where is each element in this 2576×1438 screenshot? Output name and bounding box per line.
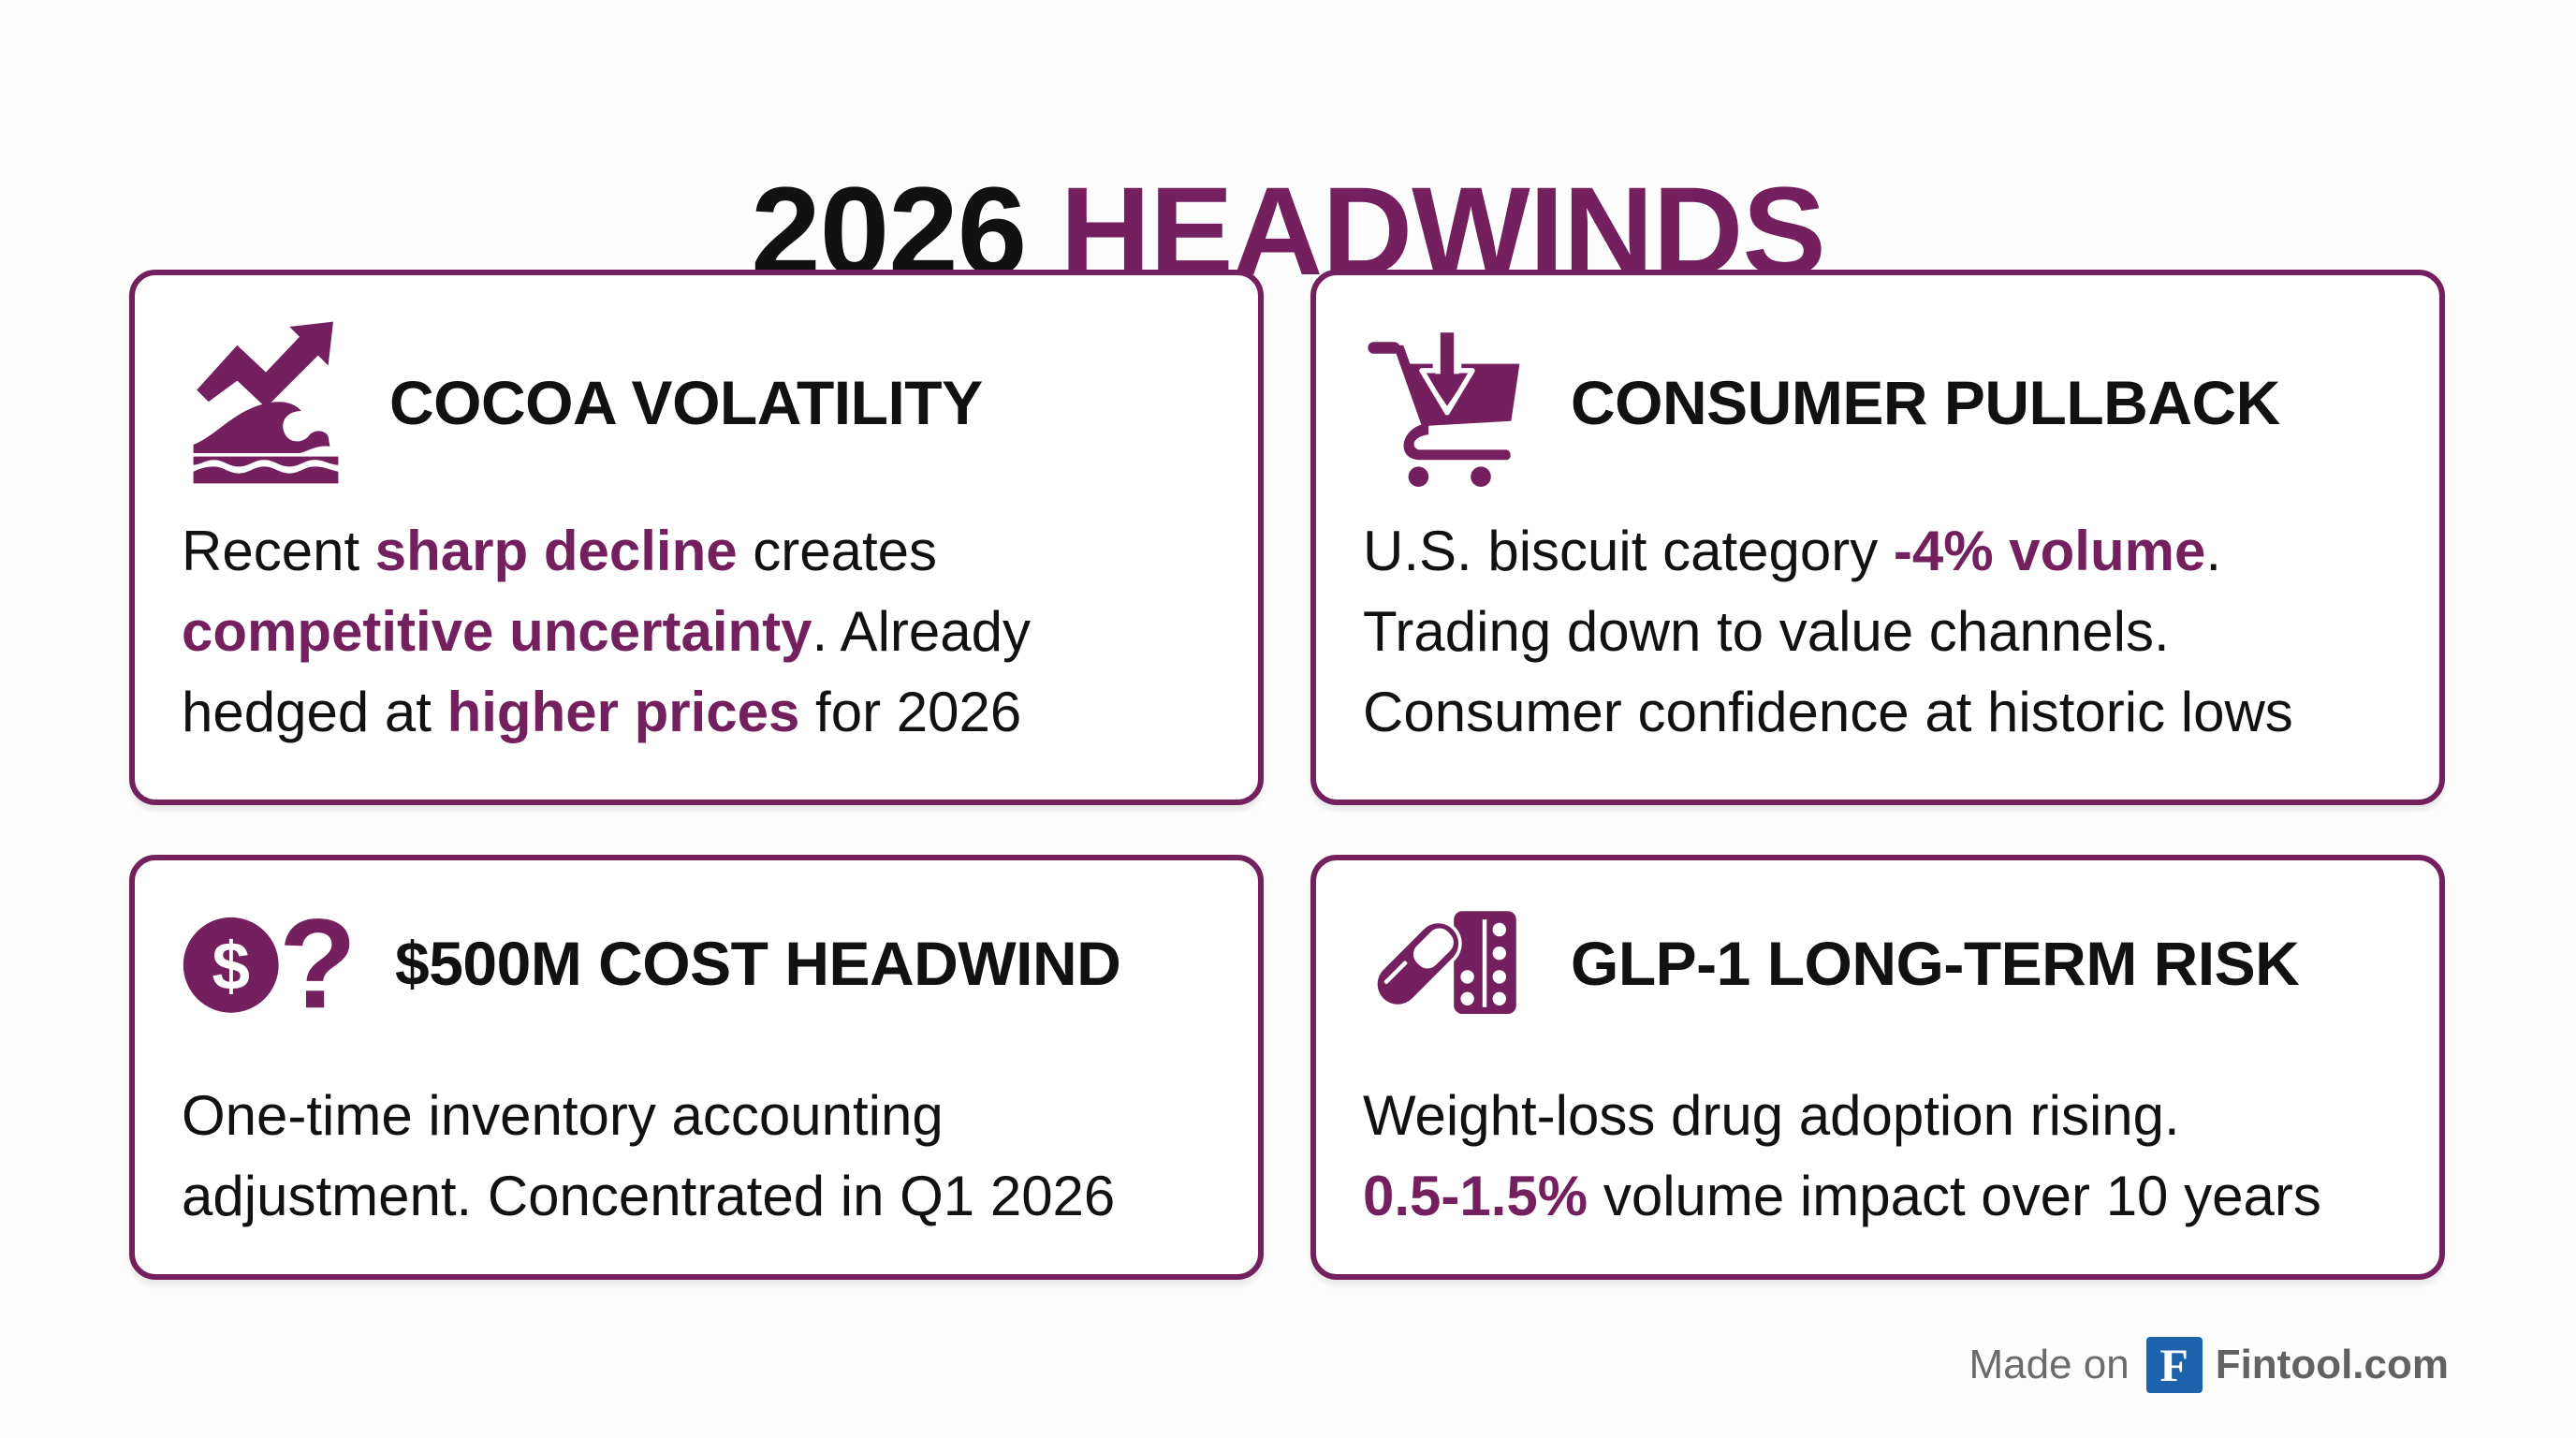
card-glp1-risk: GLP-1 LONG-TERM RISK Weight-loss drug ad… (1310, 855, 2445, 1280)
wave-trend-up-icon (182, 318, 350, 487)
card-body: One-time inventory accounting adjustment… (182, 1076, 1230, 1237)
made-on-label: Made on (1969, 1342, 2130, 1387)
card-title: $500M COST HEADWIND (395, 929, 1121, 998)
card-header: $ ? $500M COST HEADWIND (182, 898, 1230, 1029)
shopping-cart-down-icon (1363, 318, 1531, 487)
dollar-question-icon-graphic: $ ? (183, 898, 357, 1029)
highlight-sharp-decline: sharp decline (374, 520, 738, 582)
card-header: CONSUMER PULLBACK (1363, 318, 2411, 487)
fintool-link[interactable]: Fintool.com (2215, 1342, 2449, 1387)
card-cocoa-volatility: COCOA VOLATILITY Recent sharp decline cr… (129, 270, 1264, 805)
card-body: U.S. biscuit category -4% volume. Tradin… (1363, 511, 2411, 753)
svg-text:?: ? (279, 898, 357, 1029)
highlight-volume-impact: 0.5-1.5% (1363, 1165, 1588, 1227)
card-header: GLP-1 LONG-TERM RISK (1363, 898, 2411, 1029)
body-line: One-time inventory accounting (182, 1084, 944, 1147)
fintool-logo-icon: F (2145, 1337, 2203, 1393)
card-header: COCOA VOLATILITY (182, 318, 1230, 487)
highlight-higher-prices: higher prices (446, 681, 800, 743)
dollar-question-icon: $ ? (182, 898, 369, 1029)
shopping-cart-down-icon-graphic (1368, 327, 1520, 487)
card-cost-headwind: $ ? $500M COST HEADWIND One-time invento… (129, 855, 1264, 1280)
pill-blister-icon (1363, 898, 1531, 1029)
card-body: Weight-loss drug adoption rising. 0.5-1.… (1363, 1076, 2411, 1237)
footer-attribution[interactable]: Made on F Fintool.com (1969, 1337, 2449, 1393)
body-line: U.S. biscuit category -4% volume. (1363, 520, 2222, 582)
card-title: CONSUMER PULLBACK (1571, 368, 2280, 437)
wave-trend-up-icon-graphic (193, 321, 339, 484)
body-line: Recent sharp decline creates (182, 520, 938, 582)
card-consumer-pullback: CONSUMER PULLBACK U.S. biscuit category … (1310, 270, 2445, 805)
highlight-volume-change: -4% volume (1893, 520, 2206, 582)
body-line: adjustment. Concentrated in Q1 2026 (182, 1165, 1116, 1227)
body-line: hedged at higher prices for 2026 (182, 681, 1022, 743)
body-line: Weight-loss drug adoption rising. (1363, 1084, 2180, 1147)
card-title: COCOA VOLATILITY (389, 368, 983, 437)
highlight-competitive-uncertainty: competitive uncertainty (182, 600, 812, 663)
body-line: competitive uncertainty. Already (182, 600, 1031, 663)
svg-text:$: $ (212, 928, 250, 1004)
card-title: GLP-1 LONG-TERM RISK (1571, 929, 2300, 998)
body-line: Consumer confidence at historic lows (1363, 681, 2293, 743)
card-body: Recent sharp decline creates competitive… (182, 511, 1230, 753)
body-line: 0.5-1.5% volume impact over 10 years (1363, 1165, 2321, 1227)
body-line: Trading down to value channels. (1363, 600, 2170, 663)
pill-blister-icon-graphic (1374, 911, 1516, 1014)
